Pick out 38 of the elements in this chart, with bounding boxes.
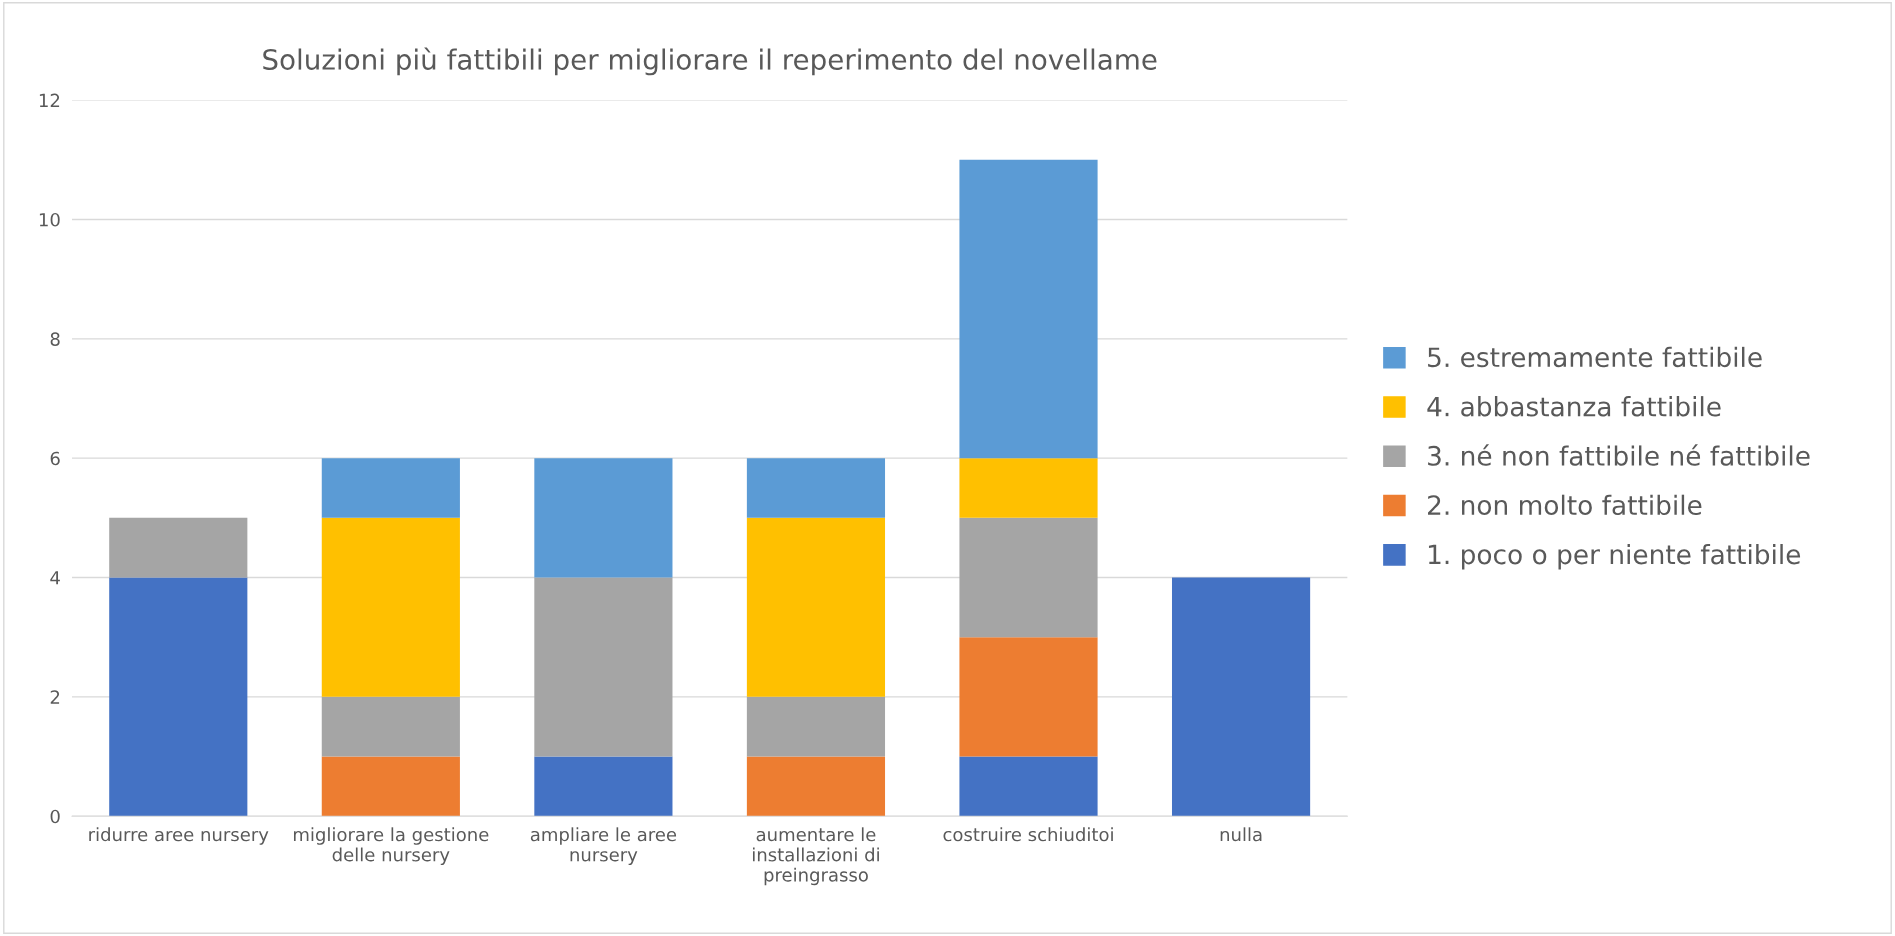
bar [321,756,460,817]
bar [746,756,886,817]
x-tick-label: migliorare la gestione delle nursery [293,827,489,865]
y-tick-label: 12 [39,93,60,108]
bar [109,577,248,817]
bar [534,756,673,817]
legend-label: 2. non molto fattibile [1428,494,1702,516]
bar [746,458,886,518]
y-tick-label: 4 [50,571,60,585]
y-tick-label: 8 [50,332,60,346]
y-tick-label: 10 [39,212,60,227]
bar [959,458,1098,518]
x-tick-label: costruire schiuditoi [943,827,1113,842]
y-tick-label: 6 [50,451,60,466]
bar [534,577,673,757]
y-tick-label: 0 [50,809,60,824]
bar [534,458,673,578]
bar [959,159,1098,459]
bar [109,517,248,578]
legend-label: 3. né non fattibile né fattibile [1428,444,1810,466]
legend-label: 4. abbastanza fattibile [1427,396,1721,417]
x-tick-label: ampliare le aree nursery [530,827,677,865]
bar [959,756,1098,817]
bar [746,696,886,757]
bar [321,517,460,697]
legend-label: 1. poco o per niente fattibile [1428,543,1801,570]
x-tick-label: ridurre aree nursery [89,827,269,845]
x-tick-label: aumentare le installazioni di preingrasso [753,827,879,886]
y-tick-label: 2 [50,690,60,704]
bar [746,517,886,697]
bar [959,517,1098,638]
bar [959,637,1098,757]
chart-title: Soluzioni più fattibili per migliorare il reperimento del novellame [263,47,1157,76]
legend-label: 5. estremamente fattibile [1428,346,1762,368]
bar [321,458,460,518]
x-tick-label: nulla [1220,827,1262,842]
bar [321,696,460,757]
bar [1171,577,1311,817]
